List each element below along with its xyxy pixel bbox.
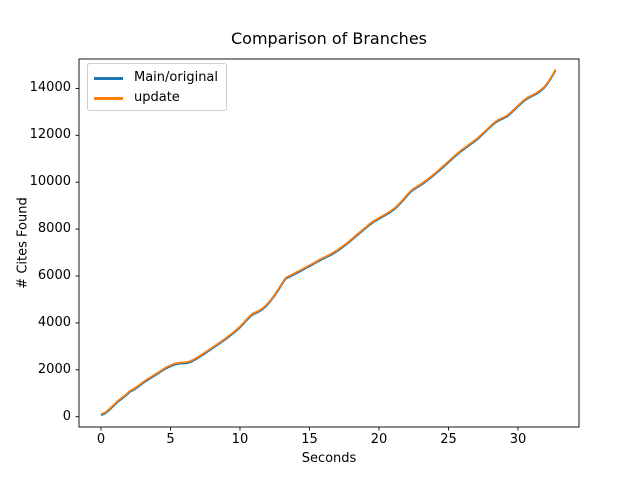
legend-label-main-original: Main/original — [134, 70, 219, 85]
x-tick-label: 0 — [96, 432, 106, 447]
x-tick-label: 20 — [370, 432, 388, 447]
y-tick-label: 12000 — [29, 127, 71, 143]
legend-swatch-main-original — [94, 76, 123, 80]
x-tick-label: 15 — [301, 432, 318, 447]
chart-title: Comparison of Branches — [230, 29, 427, 48]
axes-spines — [78, 58, 580, 428]
y-tick-label: 2000 — [37, 361, 71, 377]
legend-label-update: update — [134, 90, 180, 105]
x-tick-label: 5 — [166, 432, 175, 447]
x-axis-label: Seconds — [301, 451, 357, 466]
y-tick-label: 10000 — [29, 174, 71, 190]
x-tick-label: 10 — [231, 432, 249, 447]
legend: Main/original update — [87, 63, 227, 111]
x-tick-label: 30 — [509, 432, 527, 447]
series-line-update — [100, 68, 557, 415]
x-tick-label: 25 — [440, 432, 457, 447]
series-line-main-original — [100, 70, 557, 417]
y-tick-label: 14000 — [29, 80, 71, 96]
y-tick-label: 0 — [62, 408, 71, 424]
legend-item-main-original: Main/original — [94, 68, 226, 88]
legend-swatch-update — [94, 96, 123, 100]
y-tick-label: 8000 — [37, 221, 71, 237]
legend-item-update: update — [94, 88, 226, 108]
y-tick-label: 4000 — [37, 314, 71, 330]
y-tick-label: 6000 — [37, 268, 71, 283]
